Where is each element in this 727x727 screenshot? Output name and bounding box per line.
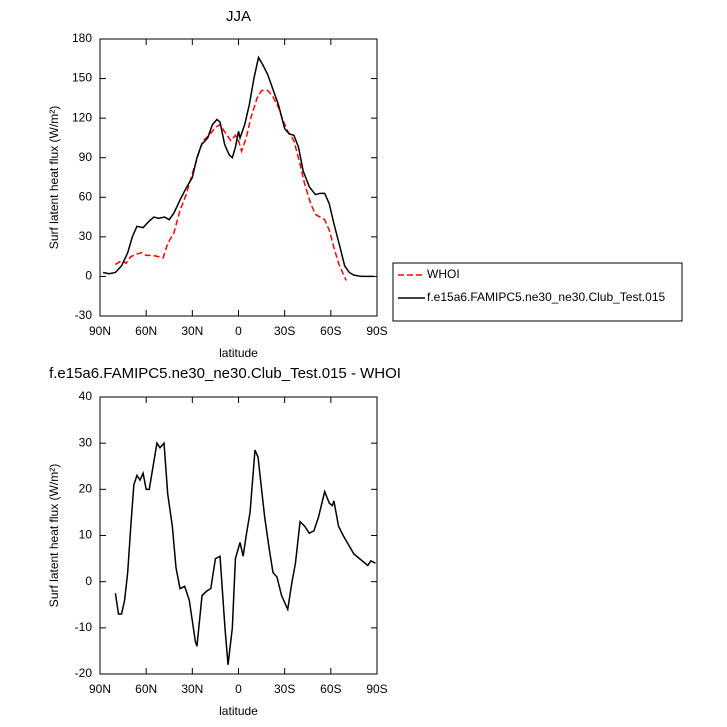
y-axis-label: Surf latent heat flux (W/m²) [47, 106, 61, 249]
plot-frame [99, 38, 378, 317]
panel: JJA 90N 60N 30N 0 30S 60S 90S -30 0 30 60 90 120 150 18… [47, 8, 388, 360]
chart-title: f.e15a6.FAMIPC5.ne30_ne30.Club_Test.015 … [49, 365, 401, 382]
y-tick-label: 120 [72, 110, 92, 124]
y-tick-label: -10 [75, 620, 93, 634]
data-line [114, 89, 347, 281]
x-tick-label: 90N [89, 682, 111, 696]
y-tick-label: 0 [85, 269, 92, 283]
x-tick-label: 60N [135, 324, 157, 338]
y-tick-label: 60 [79, 189, 93, 203]
y-tick-label: 90 [79, 150, 93, 164]
x-tick-label: 60S [320, 324, 341, 338]
y-tick-label: 0 [85, 574, 92, 588]
y-tick-label: 10 [79, 528, 93, 542]
x-tick-label: 30S [274, 324, 295, 338]
y-tick-label: 30 [79, 229, 93, 243]
plot-frame [99, 396, 378, 675]
x-axis-label: latitude [219, 704, 258, 718]
x-tick-label: 30N [181, 324, 203, 338]
y-tick-label: 40 [79, 389, 93, 403]
panel: f.e15a6.FAMIPC5.ne30_ne30.Club_Test.015 … [47, 365, 401, 718]
legend-box [392, 262, 683, 322]
data-line [102, 55, 374, 278]
y-tick-label: 180 [72, 31, 92, 45]
x-axis-label: latitude [219, 346, 258, 360]
y-tick-label: -30 [75, 308, 93, 322]
x-tick-label: 60N [135, 682, 157, 696]
x-tick-label: 90N [89, 324, 111, 338]
y-axis-label: Surf latent heat flux (W/m²) [47, 464, 61, 607]
x-tick-label: 90S [366, 324, 387, 338]
y-tick-label: 150 [72, 71, 92, 85]
y-tick-label: -20 [75, 666, 93, 680]
chart-title: JJA [226, 8, 251, 25]
legend: WHOI f.e15a6.FAMIPC5.ne30_ne30.Club_Test.… [392, 262, 683, 322]
x-tick-label: 0 [235, 324, 242, 338]
y-tick-label: 30 [79, 435, 93, 449]
x-tick-label: 30S [274, 682, 295, 696]
x-tick-label: 90S [366, 682, 387, 696]
legend-label: f.e15a6.FAMIPC5.ne30_ne30.Club_Test.015 [427, 290, 665, 304]
y-tick-label: 20 [79, 482, 93, 496]
x-tick-label: 30N [181, 682, 203, 696]
data-line [114, 441, 376, 665]
legend-label: WHOI [427, 267, 460, 281]
x-tick-label: 0 [235, 682, 242, 696]
x-tick-label: 60S [320, 682, 341, 696]
